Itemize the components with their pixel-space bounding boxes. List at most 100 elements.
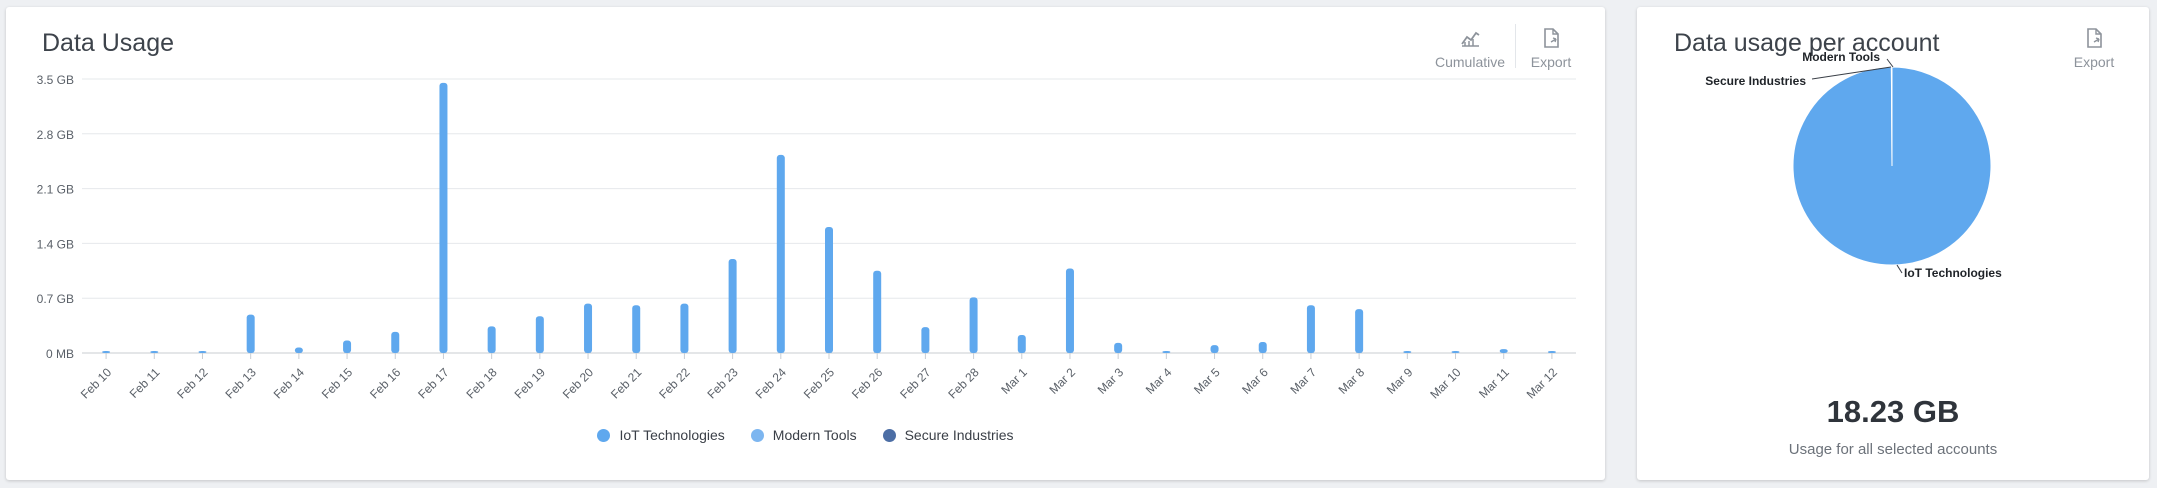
x-tick-label: Feb 17	[415, 365, 452, 402]
bar[interactable]	[680, 303, 689, 353]
cumulative-label: Cumulative	[1434, 54, 1506, 70]
bar[interactable]	[487, 326, 496, 353]
bar[interactable]	[391, 331, 400, 353]
bar[interactable]	[1210, 345, 1219, 353]
bar[interactable]	[246, 314, 255, 353]
account-export-label: Export	[2073, 54, 2115, 70]
legend-item-iot-technologies[interactable]: IoT Technologies	[597, 427, 725, 443]
legend-dot-icon	[750, 428, 764, 442]
toolbar-divider	[1515, 24, 1516, 68]
pie-label-connector	[1886, 58, 1894, 68]
x-tick-label: Mar 2	[1046, 365, 1078, 397]
bar[interactable]	[1258, 342, 1267, 353]
bar[interactable]	[102, 351, 111, 353]
bar[interactable]	[1547, 351, 1556, 353]
x-tick-label: Feb 13	[222, 365, 259, 402]
bar[interactable]	[776, 154, 785, 353]
x-tick-label: Feb 12	[174, 365, 211, 402]
x-tick-label: Mar 4	[1143, 365, 1175, 397]
x-tick-label: Feb 15	[319, 365, 356, 402]
x-tick-label: Feb 22	[656, 365, 693, 402]
x-tick-label: Feb 28	[945, 365, 982, 402]
export-button[interactable]: Export	[1511, 27, 1591, 75]
bar[interactable]	[294, 347, 303, 353]
bar[interactable]	[198, 351, 207, 353]
x-tick-label: Mar 6	[1239, 365, 1271, 397]
bar[interactable]	[1114, 342, 1123, 353]
pie-label-connector	[1811, 66, 1892, 80]
y-tick-label: 2.1 GB	[37, 183, 74, 197]
x-tick-label: Mar 8	[1336, 365, 1368, 397]
bar[interactable]	[1162, 351, 1171, 353]
pie-slice-label: Secure Industries	[1705, 74, 1806, 88]
x-tick-label: Feb 20	[560, 365, 597, 402]
bar[interactable]	[584, 303, 593, 353]
x-tick-label: Mar 9	[1384, 365, 1416, 397]
bar[interactable]	[1065, 268, 1074, 353]
data-usage-per-account-title: Data usage per account	[1674, 29, 1940, 57]
bar[interactable]	[535, 316, 544, 353]
y-tick-label: 3.5 GB	[37, 73, 74, 87]
bar[interactable]	[632, 305, 641, 353]
total-usage-value: 18.23 GB	[1826, 394, 1960, 429]
cumulative-button[interactable]: Cumulative	[1430, 27, 1510, 75]
x-tick-label: Feb 18	[463, 365, 500, 402]
x-tick-label: Mar 3	[1095, 365, 1127, 397]
legend-label: IoT Technologies	[619, 427, 725, 443]
bar[interactable]	[150, 351, 159, 353]
y-tick-label: 1.4 GB	[37, 237, 74, 251]
x-tick-label: Mar 7	[1287, 365, 1319, 397]
export-file-icon	[1544, 28, 1559, 48]
legend-item-modern-tools[interactable]: Modern Tools	[750, 427, 857, 443]
y-tick-label: 2.8 GB	[37, 128, 74, 142]
legend-dot-icon	[882, 428, 896, 442]
bar[interactable]	[1355, 309, 1364, 353]
bar[interactable]	[1306, 305, 1315, 353]
x-tick-label: Feb 10	[78, 365, 115, 402]
y-tick-label: 0.7 GB	[37, 292, 74, 306]
data-usage-per-account-card: Data usage per account Export IoT Techno…	[1637, 7, 2149, 480]
bar[interactable]	[728, 259, 737, 353]
x-tick-label: Mar 11	[1476, 365, 1512, 401]
x-tick-label: Feb 27	[897, 365, 934, 402]
x-tick-label: Feb 23	[704, 365, 741, 402]
bar[interactable]	[1451, 351, 1460, 353]
data-usage-title: Data Usage	[42, 29, 175, 57]
legend-label: Secure Industries	[904, 427, 1014, 443]
bar[interactable]	[921, 327, 930, 353]
bar[interactable]	[1017, 334, 1026, 353]
account-export-button[interactable]: Export	[2054, 27, 2134, 75]
export-label: Export	[1530, 54, 1572, 70]
pie-label-connector	[1896, 264, 1903, 274]
legend-dot-icon	[597, 428, 611, 442]
x-tick-label: Mar 1	[998, 365, 1030, 397]
x-tick-label: Feb 16	[367, 365, 404, 402]
bar[interactable]	[825, 226, 833, 353]
x-tick-label: Feb 11	[127, 365, 163, 401]
pie-slice-label: IoT Technologies	[1904, 266, 2002, 280]
x-tick-label: Feb 26	[849, 365, 886, 402]
bar[interactable]	[969, 297, 978, 353]
bar[interactable]	[343, 340, 352, 353]
data-usage-card: Data Usage Cumulative Export 0 MB 0.7 GB 1…	[6, 7, 1605, 480]
x-tick-label: Feb 14	[271, 365, 308, 402]
x-tick-label: Mar 12	[1524, 365, 1561, 402]
account-pie-chart: IoT Technologies Modern Tools Secure Indus…	[1705, 50, 2002, 280]
bar[interactable]	[1499, 349, 1508, 353]
total-usage-caption: Usage for all selected accounts	[1788, 441, 1998, 458]
chart-legend: IoT Technologies Modern Tools Secure Ind…	[6, 427, 1605, 443]
x-tick-label: Feb 21	[608, 365, 645, 402]
bar[interactable]	[1403, 351, 1412, 353]
pie-slice-label: Modern Tools	[1802, 50, 1880, 64]
line-chart-icon	[1461, 31, 1480, 47]
export-file-icon	[2087, 28, 2102, 48]
bar[interactable]	[873, 270, 882, 353]
x-tick-label: Mar 10	[1427, 365, 1464, 402]
legend-label: Modern Tools	[772, 427, 857, 443]
data-usage-bar-chart: 0 MB 0.7 GB 1.4 GB 2.1 GB 2.8 GB 3.5 GB Feb 10…	[37, 73, 1576, 402]
legend-item-secure-industries[interactable]: Secure Industries	[882, 427, 1014, 443]
x-tick-label: Feb 19	[512, 365, 549, 402]
x-tick-label: Feb 25	[801, 365, 838, 402]
bar[interactable]	[439, 82, 448, 354]
y-tick-label: 0 MB	[46, 347, 74, 361]
